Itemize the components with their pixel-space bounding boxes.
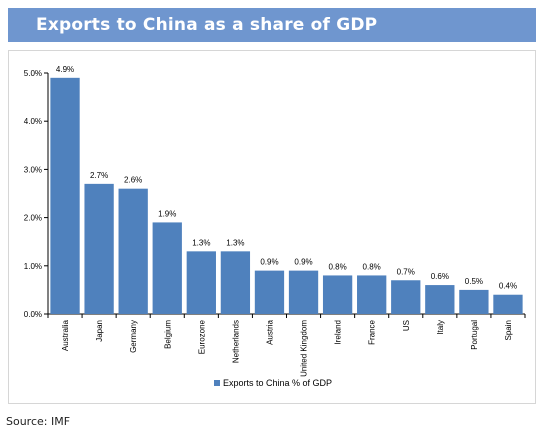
bar [84,183,114,314]
data-label: 2.6% [124,176,142,185]
bar [220,251,251,314]
data-label: 0.5% [465,277,483,286]
x-tick-label: United Kingdom [300,320,309,377]
bar [186,251,216,314]
x-tick-label: Belgium [163,320,172,349]
bar-chart: 0.0% 1.0% 2.0% 3.0% 4.0% 5.0% 4.9% Australia 2.7… [24,65,526,388]
bar [357,275,387,314]
x-tick-label: Eurozone [197,319,206,354]
x-tick-label: Australia [61,319,70,351]
data-label: 1.3% [192,238,210,247]
bar [118,188,148,314]
y-tick-label: 2.0% [24,214,42,223]
y-tick-label: 1.0% [24,262,42,271]
data-label: 1.3% [226,238,244,247]
bar [459,289,489,314]
data-label: 0.7% [397,267,415,276]
data-label: 0.9% [294,258,312,267]
y-tick-label: 4.0% [24,117,42,126]
y-tick-label: 3.0% [24,165,42,174]
data-label: 1.9% [158,209,176,218]
x-tick-label: US [402,320,411,331]
y-tick-label: 0.0% [24,310,42,319]
x-tick-label: Germany [129,320,138,353]
data-label: 2.7% [90,171,108,180]
x-tick-label: Spain [504,320,513,340]
x-tick-label: France [368,319,377,344]
x-tick-label: Portugal [470,320,479,350]
x-tick-label: Netherlands [231,320,240,363]
legend-swatch [214,380,220,386]
data-label: 0.8% [363,262,381,271]
x-tick-label: Japan [95,320,104,342]
source-note: Source: IMF [6,415,71,428]
x-tick-label: Austria [265,319,274,344]
data-label: 0.4% [499,282,517,291]
bar [254,270,285,314]
bar [50,77,80,314]
data-label: 0.6% [431,272,449,281]
legend-label: Exports to China % of GDP [223,378,332,388]
title-bar: Exports to China as a share of GDP [8,8,536,42]
chart-title: Exports to China as a share of GDP [36,15,378,35]
data-label: 0.8% [328,262,346,271]
bar [391,280,421,314]
x-tick-label: Italy [436,320,445,335]
bar [288,270,319,314]
chart-area: 0.0% 1.0% 2.0% 3.0% 4.0% 5.0% 4.9% Australia 2.7… [8,50,536,404]
x-tick-label: Ireland [334,320,343,344]
bar [322,275,353,314]
data-label: 0.9% [260,258,278,267]
y-tick-label: 5.0% [24,69,42,78]
bar [152,222,182,314]
data-label: 4.9% [56,65,74,74]
bar [493,294,523,314]
bar [425,285,455,314]
